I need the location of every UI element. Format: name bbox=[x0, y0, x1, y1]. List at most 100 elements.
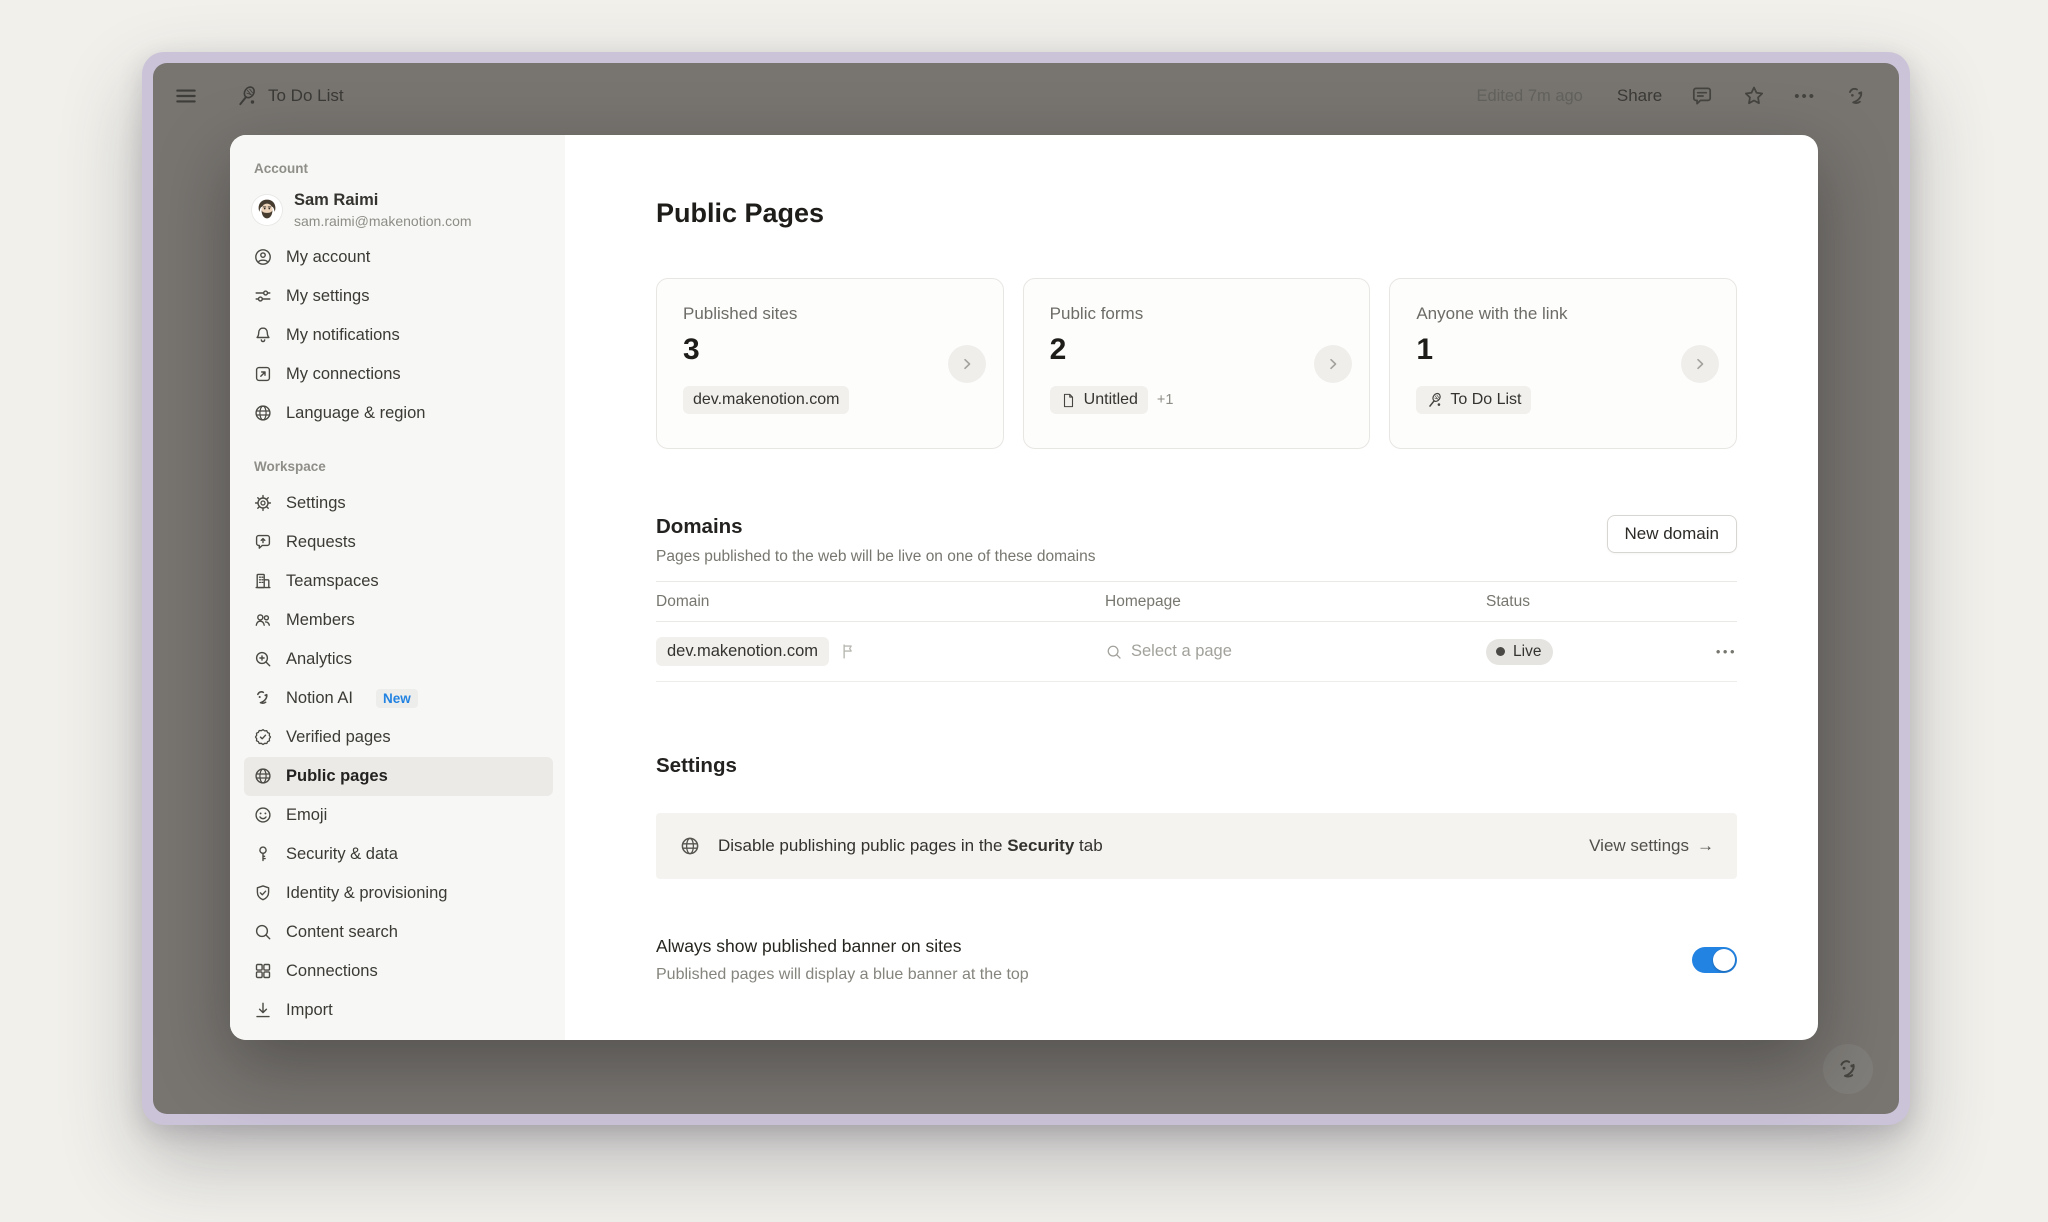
sidebar-item-import[interactable]: Import bbox=[244, 991, 553, 1030]
card-label: Public forms bbox=[1049, 304, 1144, 323]
shield-check-icon bbox=[253, 883, 273, 903]
comments-icon[interactable] bbox=[1690, 84, 1714, 108]
sidebar-item-label: Members bbox=[286, 610, 355, 629]
sidebar-item-label: Identity & provisioning bbox=[286, 883, 448, 902]
key-icon bbox=[253, 844, 273, 864]
public-forms-card[interactable]: Public forms 2 Untitled +1 bbox=[1022, 278, 1371, 449]
summary-cards: Published sites 3 dev.makenotion.com Pub… bbox=[656, 278, 1738, 449]
sidebar-item-label: Settings bbox=[286, 493, 346, 512]
new-badge: New bbox=[375, 688, 418, 708]
sidebar-item-notion-ai[interactable]: Notion AI New bbox=[244, 679, 553, 718]
globe-icon bbox=[253, 766, 273, 786]
chevron-right-icon[interactable] bbox=[1314, 344, 1353, 383]
homepage-placeholder: Select a page bbox=[1131, 642, 1232, 660]
page-emoji-badminton-icon bbox=[235, 85, 258, 108]
sidebar-item-settings[interactable]: Settings bbox=[244, 484, 553, 523]
user-email: sam.raimi@makenotion.com bbox=[294, 212, 472, 229]
sidebar-item-label: Verified pages bbox=[286, 727, 391, 746]
sidebar-item-my-connections[interactable]: My connections bbox=[244, 355, 553, 394]
sidebar-item-my-settings[interactable]: My settings bbox=[244, 277, 553, 316]
page-title: Public Pages bbox=[656, 198, 825, 228]
sidebar-item-connections[interactable]: Connections bbox=[244, 952, 553, 991]
sidebar-item-my-notifications[interactable]: My notifications bbox=[244, 316, 553, 355]
card-label: Anyone with the link bbox=[1416, 304, 1568, 323]
column-header-homepage: Homepage bbox=[1105, 592, 1181, 610]
app-topbar: To Do List Edited 7m ago Share ••• bbox=[153, 63, 1899, 129]
sliders-icon bbox=[253, 286, 273, 306]
sidebar-item-content-search[interactable]: Content search bbox=[244, 913, 553, 952]
domain-name-chip[interactable]: dev.makenotion.com bbox=[656, 637, 830, 666]
sidebar-item-emoji[interactable]: Emoji bbox=[244, 796, 553, 835]
chevron-right-icon[interactable] bbox=[1681, 344, 1720, 383]
sidebar-item-identity-provisioning[interactable]: Identity & provisioning bbox=[244, 874, 553, 913]
more-options-icon[interactable]: ••• bbox=[1794, 87, 1816, 105]
domains-subtitle: Pages published to the web will be live … bbox=[656, 548, 1096, 565]
sidebar-item-label: My settings bbox=[286, 286, 370, 305]
security-notice-banner: Disable publishing public pages in the S… bbox=[656, 813, 1737, 879]
sidebar-item-label: Analytics bbox=[286, 649, 353, 668]
import-icon bbox=[253, 1000, 273, 1020]
building-icon bbox=[253, 571, 273, 591]
sidebar-item-label: Emoji bbox=[286, 805, 328, 824]
smiley-icon bbox=[253, 805, 273, 825]
sidebar-item-label: Import bbox=[286, 1000, 333, 1019]
sidebar-item-members[interactable]: Members bbox=[244, 601, 553, 640]
sidebar-item-label: Content search bbox=[286, 922, 398, 941]
magnifier-plus-icon bbox=[253, 649, 273, 669]
page-chip: To Do List bbox=[1416, 386, 1532, 414]
toggle-knob bbox=[1713, 949, 1735, 971]
anyone-with-link-card[interactable]: Anyone with the link 1 To Do List bbox=[1389, 278, 1738, 449]
sidebar-item-my-account[interactable]: My account bbox=[244, 238, 553, 277]
arrow-right-icon: → bbox=[1697, 836, 1714, 855]
sidebar-item-label: Public pages bbox=[286, 766, 388, 785]
chevron-right-icon[interactable] bbox=[947, 344, 986, 383]
settings-sidebar: Account Sam Raimi sam.raimi@make bbox=[230, 135, 565, 1040]
notion-ai-topbar-icon[interactable] bbox=[1844, 84, 1869, 109]
sidebar-item-label: Requests bbox=[286, 532, 356, 551]
settings-modal: Account Sam Raimi sam.raimi@make bbox=[230, 135, 1818, 1040]
user-name: Sam Raimi bbox=[294, 191, 379, 209]
flag-icon[interactable] bbox=[839, 642, 858, 661]
toggle-setting-title: Always show published banner on sites bbox=[656, 936, 962, 956]
sidebar-item-language-region[interactable]: Language & region bbox=[244, 394, 553, 433]
person-circle-icon bbox=[253, 247, 273, 267]
avatar bbox=[252, 194, 282, 225]
published-banner-toggle[interactable] bbox=[1692, 947, 1737, 973]
settings-main-panel: Public Pages Published sites 3 dev.maken… bbox=[565, 135, 1818, 1040]
sidebar-item-label: Notion AI bbox=[286, 688, 353, 707]
new-domain-button[interactable]: New domain bbox=[1606, 515, 1737, 553]
view-settings-link[interactable]: View settings → bbox=[1589, 836, 1714, 855]
share-button[interactable]: Share bbox=[1616, 86, 1663, 105]
sidebar-item-verified-pages[interactable]: Verified pages bbox=[244, 718, 553, 757]
ai-face-icon bbox=[253, 688, 273, 708]
status-badge: Live bbox=[1486, 638, 1554, 665]
sidebar-item-teamspaces[interactable]: Teamspaces bbox=[244, 562, 553, 601]
sidebar-item-analytics[interactable]: Analytics bbox=[244, 640, 553, 679]
card-count: 3 bbox=[683, 333, 700, 366]
sidebar-toggle-hamburger-icon[interactable] bbox=[173, 83, 199, 109]
row-more-options-icon[interactable]: ••• bbox=[1715, 643, 1737, 659]
live-dot-icon bbox=[1496, 647, 1505, 656]
globe-icon bbox=[253, 403, 273, 423]
edited-timestamp: Edited 7m ago bbox=[1476, 86, 1583, 105]
user-profile-row[interactable]: Sam Raimi sam.raimi@makenotion.com bbox=[244, 186, 553, 238]
notion-ai-floating-button[interactable] bbox=[1823, 1044, 1873, 1094]
request-bubble-icon bbox=[253, 532, 273, 552]
published-sites-card[interactable]: Published sites 3 dev.makenotion.com bbox=[656, 278, 1004, 449]
sidebar-item-requests[interactable]: Requests bbox=[244, 523, 553, 562]
banner-text: Disable publishing public pages in the S… bbox=[718, 836, 1103, 855]
favorite-star-icon[interactable] bbox=[1742, 84, 1766, 108]
sidebar-item-label: Security & data bbox=[286, 844, 398, 863]
homepage-select[interactable]: Select a page bbox=[1105, 642, 1486, 661]
account-section-label: Account bbox=[254, 161, 308, 176]
page-title-breadcrumb[interactable]: To Do List bbox=[268, 86, 344, 105]
bell-icon bbox=[253, 325, 273, 345]
card-count: 2 bbox=[1049, 333, 1067, 366]
sidebar-item-security-data[interactable]: Security & data bbox=[244, 835, 553, 874]
sidebar-item-public-pages[interactable]: Public pages bbox=[244, 756, 553, 796]
sidebar-item-label: Connections bbox=[286, 961, 378, 980]
globe-icon bbox=[679, 835, 701, 857]
card-label: Published sites bbox=[683, 304, 798, 323]
overflow-count: +1 bbox=[1156, 392, 1174, 408]
